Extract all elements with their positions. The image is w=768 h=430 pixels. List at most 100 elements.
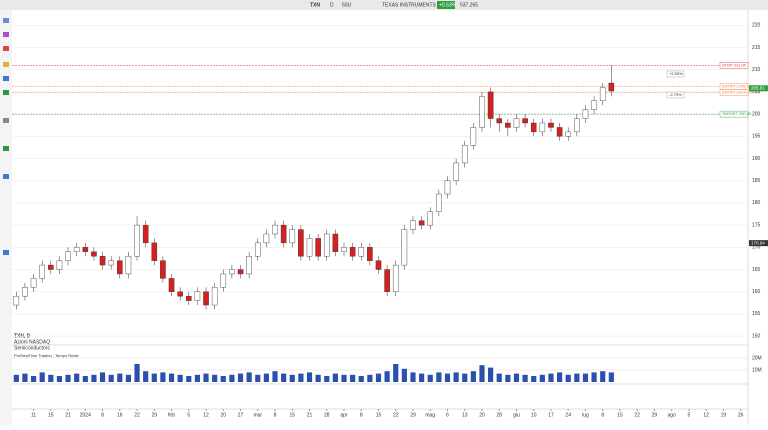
candle-body bbox=[315, 238, 321, 257]
volume-bar bbox=[393, 364, 399, 382]
candle-body bbox=[168, 278, 175, 292]
x-tick-label: 22 bbox=[393, 412, 399, 418]
candle-body bbox=[599, 87, 606, 102]
x-tick-label: 16 bbox=[117, 412, 123, 418]
top-bar bbox=[0, 0, 768, 10]
candle-body bbox=[306, 238, 313, 257]
volume-bar bbox=[39, 372, 45, 382]
candle-body bbox=[427, 211, 434, 226]
candle-body bbox=[263, 233, 270, 244]
volume-bar bbox=[419, 373, 425, 382]
y-tick-label: 180 bbox=[752, 200, 761, 206]
x-tick-label: 21 bbox=[307, 412, 313, 418]
interval[interactable]: D bbox=[330, 2, 334, 8]
candle-body bbox=[134, 224, 140, 257]
candle-body bbox=[39, 264, 45, 279]
symbol[interactable]: TXN bbox=[310, 2, 320, 8]
level-box bbox=[719, 62, 749, 69]
candle-body bbox=[384, 269, 390, 292]
volume-bar bbox=[522, 374, 528, 382]
x-tick-label: 6 bbox=[446, 412, 449, 418]
y-tick-label: 150 bbox=[752, 333, 761, 339]
volume-bar bbox=[375, 373, 382, 382]
volume-bar bbox=[453, 372, 459, 382]
candle-body bbox=[151, 242, 158, 261]
candle-body bbox=[410, 220, 416, 230]
candle-body bbox=[556, 127, 563, 137]
candle-body bbox=[367, 247, 373, 261]
candle-body bbox=[392, 264, 399, 292]
volume-bar bbox=[341, 374, 347, 382]
x-tick-label: 8 bbox=[601, 412, 604, 418]
candle-body bbox=[203, 291, 209, 306]
price-tag-label: 170.94 bbox=[751, 240, 765, 245]
candle-body bbox=[505, 122, 511, 128]
candle-body bbox=[194, 291, 201, 301]
y-tick-label: 220 bbox=[752, 23, 761, 29]
x-tick-label: 11 bbox=[31, 412, 36, 418]
volume-bar bbox=[548, 373, 554, 382]
y-tick-label: 160 bbox=[752, 289, 761, 295]
candle-body bbox=[522, 118, 528, 124]
candle-body bbox=[117, 260, 123, 275]
candle-body bbox=[358, 247, 365, 257]
x-tick-label: 13 bbox=[462, 412, 468, 418]
volume-bar bbox=[358, 376, 364, 382]
volume-bar bbox=[505, 374, 511, 382]
level-box bbox=[719, 89, 749, 96]
volume-bar bbox=[470, 371, 476, 382]
volume-bar bbox=[289, 374, 295, 382]
candle-body bbox=[56, 260, 63, 270]
y-tick-label: 175 bbox=[752, 222, 761, 228]
volume-bar bbox=[65, 374, 71, 382]
candle-body bbox=[73, 247, 80, 252]
candle-body bbox=[496, 118, 503, 124]
volume-bar bbox=[22, 373, 28, 382]
change: +0.53% bbox=[439, 2, 457, 8]
info-market: Azioni NASDAQ bbox=[14, 339, 50, 345]
volume-bar bbox=[194, 374, 200, 382]
level-box bbox=[719, 82, 749, 90]
candle-body bbox=[341, 247, 347, 252]
x-tick-label: giu bbox=[513, 412, 520, 418]
level-label: STOP 211.00 bbox=[722, 62, 747, 67]
candle-body bbox=[254, 242, 261, 257]
candle-body bbox=[272, 224, 278, 235]
candle-body bbox=[453, 162, 459, 181]
candle-body bbox=[289, 229, 296, 244]
volume-bar bbox=[125, 374, 132, 382]
size[interactable]: 50U bbox=[342, 2, 352, 8]
candle-body bbox=[237, 269, 244, 275]
volume-bar bbox=[246, 372, 252, 382]
x-tick-label: 21 bbox=[65, 412, 71, 418]
info-source: ProRealTime Trading - Tempo Reale bbox=[14, 353, 79, 358]
volume-bar bbox=[427, 374, 433, 382]
x-tick-label: 22 bbox=[634, 412, 640, 418]
volume-bar bbox=[436, 372, 442, 382]
x-tick-label: lug bbox=[582, 412, 589, 418]
volume-bar bbox=[48, 374, 54, 382]
volume-bar bbox=[496, 373, 502, 382]
candle-body bbox=[539, 122, 546, 133]
candle-body bbox=[99, 256, 106, 266]
candle-body bbox=[436, 193, 442, 212]
volume-bar bbox=[177, 374, 183, 382]
volume-bar bbox=[513, 373, 520, 382]
volume-bar bbox=[332, 373, 338, 382]
candle-body bbox=[401, 229, 408, 266]
info-sector: Semiconductors bbox=[14, 345, 50, 351]
x-tick-label: 28 bbox=[496, 412, 502, 418]
candle-body bbox=[91, 251, 97, 257]
candle-body bbox=[185, 295, 192, 301]
volume-bar bbox=[574, 373, 580, 382]
volume-bar bbox=[315, 374, 321, 382]
candle-body bbox=[582, 109, 589, 119]
candle-body bbox=[13, 295, 20, 306]
x-tick-label: 27 bbox=[238, 412, 244, 418]
x-tick-label: apr bbox=[340, 412, 348, 418]
volume-bar bbox=[298, 373, 304, 382]
candle-body bbox=[280, 224, 287, 244]
volume-bar bbox=[272, 371, 278, 382]
x-tick-label: 26 bbox=[738, 412, 744, 418]
candle-body bbox=[323, 233, 330, 257]
